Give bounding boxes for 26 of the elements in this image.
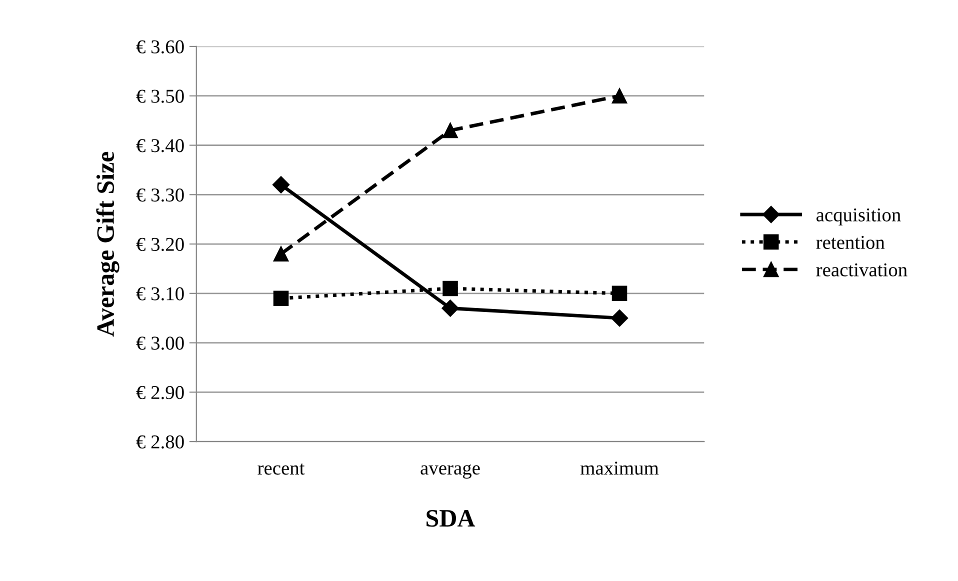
legend-label: acquisition bbox=[816, 208, 901, 226]
legend-label: reactivation bbox=[816, 263, 908, 276]
y-tick-label: € 2.80 bbox=[136, 435, 184, 449]
point bbox=[442, 122, 458, 138]
y-tick-label: € 3.30 bbox=[136, 188, 184, 202]
point bbox=[610, 310, 628, 327]
point bbox=[273, 246, 289, 262]
y-tick-label: € 3.00 bbox=[136, 336, 184, 350]
x-tick-label: average bbox=[420, 464, 480, 479]
x-tick-label: maximum bbox=[580, 462, 659, 475]
point bbox=[273, 290, 289, 306]
y-tick-label: € 3.20 bbox=[136, 238, 184, 252]
point bbox=[612, 286, 628, 302]
point bbox=[272, 176, 290, 194]
y-tick-label: € 3.60 bbox=[136, 40, 184, 54]
y-tick-label: € 3.50 bbox=[136, 90, 184, 103]
y-axis-title: Average Gift Size bbox=[96, 152, 120, 337]
point bbox=[612, 88, 628, 104]
legend-label: retention bbox=[816, 236, 885, 249]
y-tick-label: € 3.10 bbox=[136, 287, 184, 300]
x-axis-title: SDA bbox=[426, 510, 476, 527]
y-tick-label: € 2.90 bbox=[136, 386, 184, 400]
point bbox=[442, 300, 459, 317]
y-tick-label: € 3.40 bbox=[136, 139, 184, 152]
x-tick-label: recent bbox=[258, 464, 305, 475]
point bbox=[442, 280, 458, 296]
